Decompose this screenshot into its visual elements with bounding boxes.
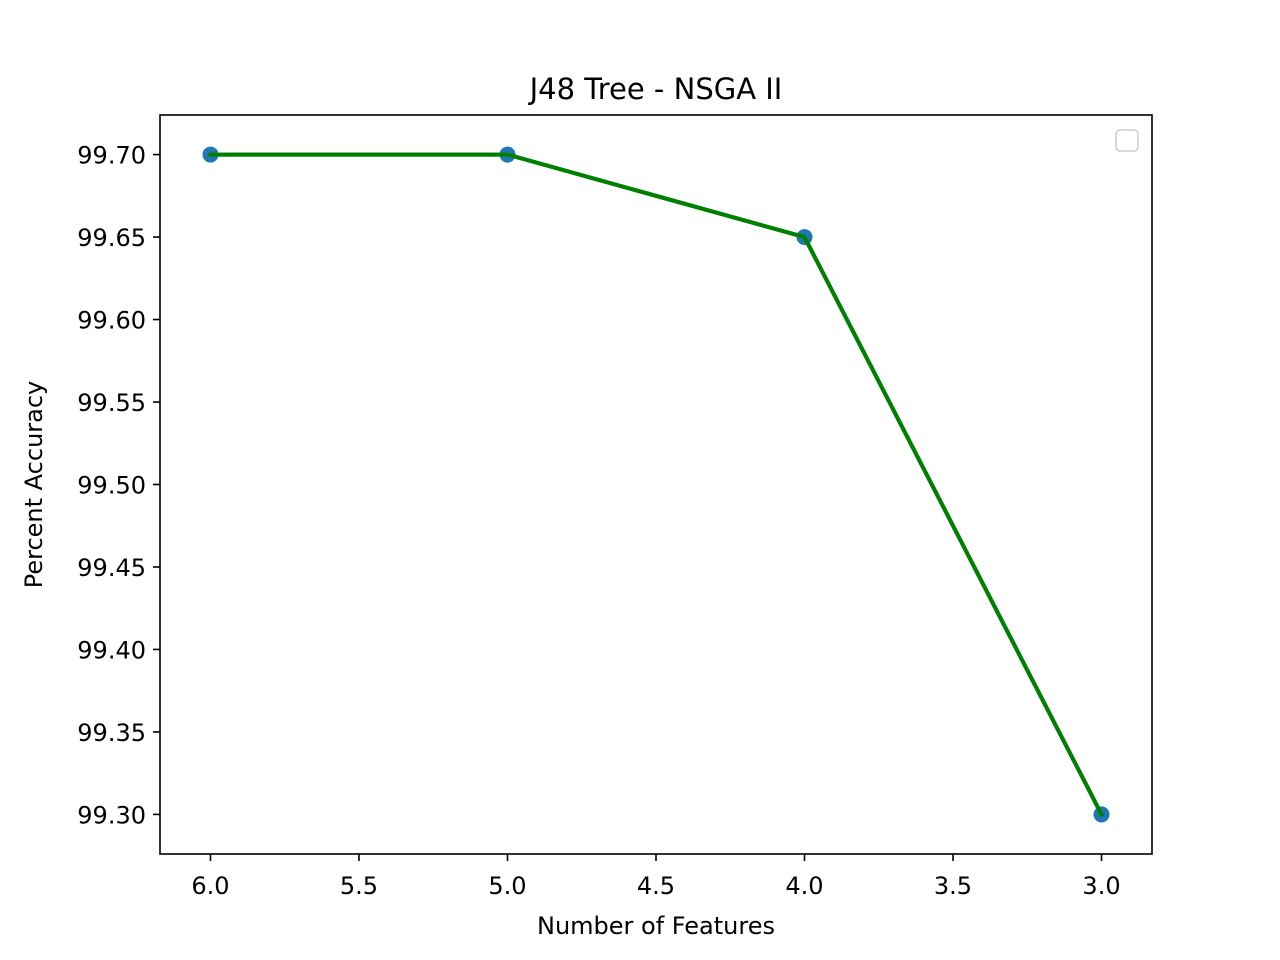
y-tick-label: 99.60 — [77, 307, 146, 335]
legend-box — [1115, 129, 1139, 152]
x-tick-label: 4.0 — [785, 872, 823, 900]
series-line-overlay — [208, 152, 1105, 818]
y-tick-label: 99.70 — [77, 142, 146, 170]
x-tick-label: 4.5 — [637, 872, 675, 900]
x-axis: 6.0 5.5 5.0 4.5 4.0 3.5 3.0 — [191, 854, 1121, 900]
y-tick-label: 99.40 — [77, 636, 146, 664]
x-tick-label: 6.0 — [191, 872, 229, 900]
x-tick-label: 3.0 — [1082, 872, 1120, 900]
y-axis: 99.30 99.35 99.40 99.45 99.50 99.55 99.60 99.65… — [77, 142, 160, 829]
data-layer — [202, 146, 1110, 823]
x-tick-label: 5.0 — [488, 872, 526, 900]
y-tick-label: 99.55 — [77, 389, 146, 417]
y-tick-label: 99.45 — [77, 554, 146, 582]
y-tick-label: 99.50 — [77, 472, 146, 500]
x-axis-title: Number of Features — [537, 912, 775, 940]
y-tick-label: 99.35 — [77, 719, 146, 747]
x-tick-label: 5.5 — [340, 872, 378, 900]
y-axis-title: Percent Accuracy — [20, 381, 48, 589]
chart-title: J48 Tree - NSGA II — [528, 72, 783, 106]
x-tick-label: 3.5 — [934, 872, 972, 900]
y-tick-label: 99.65 — [77, 224, 146, 252]
plot-area — [160, 115, 1152, 854]
y-tick-label: 99.30 — [77, 801, 146, 829]
